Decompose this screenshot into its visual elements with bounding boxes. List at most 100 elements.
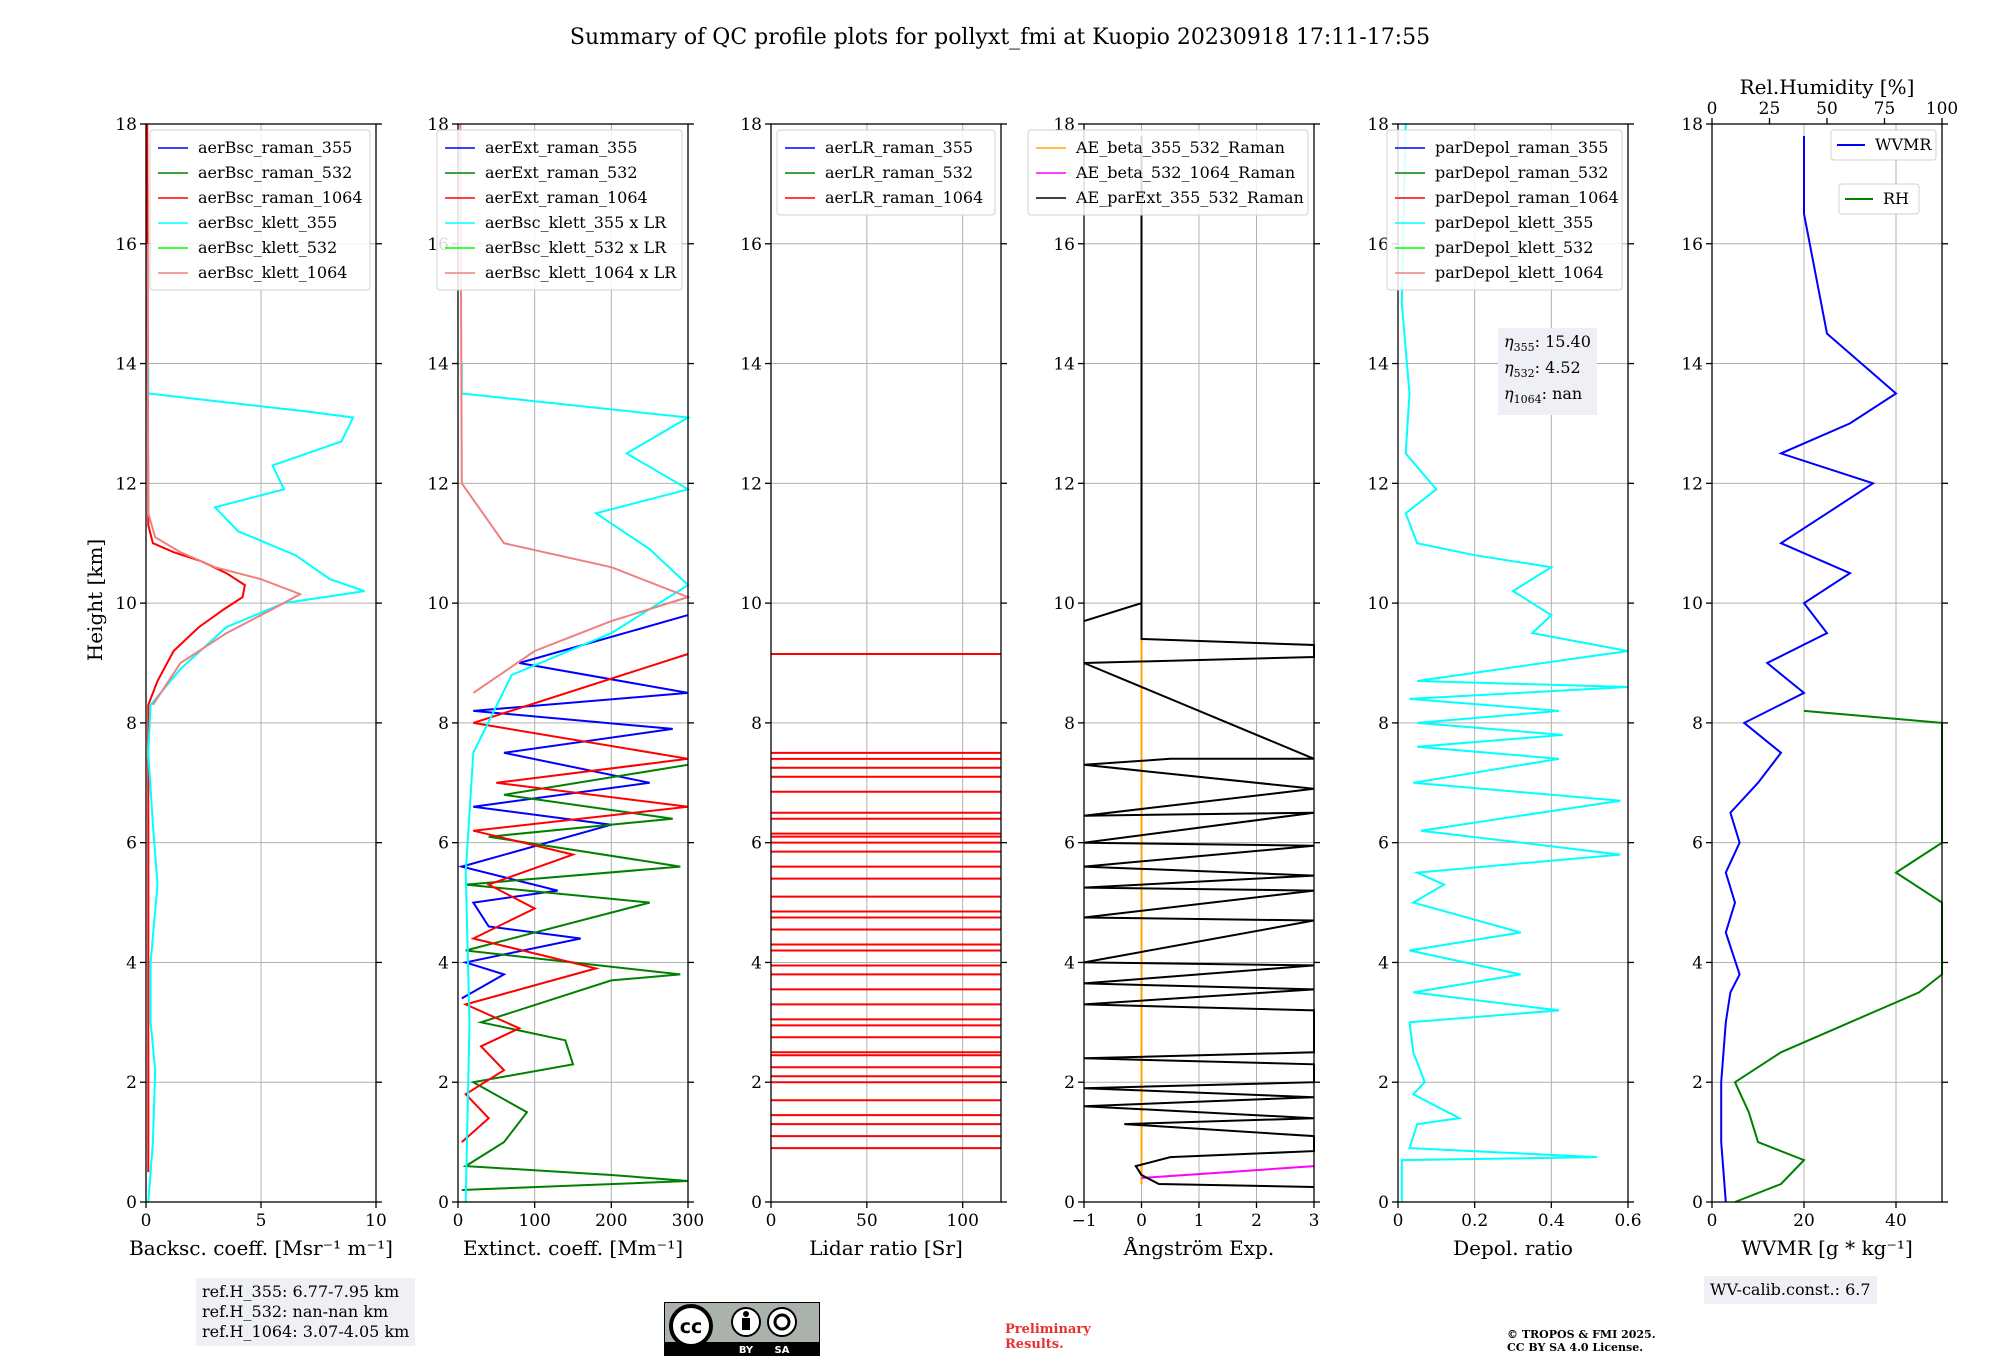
series-group [457,123,692,1203]
svg-text:cc: cc [680,1316,703,1338]
legend-label-aerLR_raman_355: aerLR_raman_355 [825,138,973,157]
y-tick-label: 12 [115,474,137,494]
y-tick-label: 18 [115,115,137,135]
y-tick-label: 0 [751,1193,762,1213]
figure-title: Summary of QC profile plots for pollyxt_… [570,25,1430,50]
x-tick-label: 5 [256,1211,267,1231]
y-tick-label: 6 [751,834,762,854]
legend-label-parDepol_klett_1064: parDepol_klett_1064 [1435,263,1604,282]
x-tick-label: 3 [1309,1211,1320,1231]
series-group [1083,136,1315,1188]
x2-tick-label: 25 [1759,99,1781,119]
y-tick-label: 10 [1053,594,1075,614]
panel-5: 0 2 4 6 8 10 12 14 16 18 0 0.2 0.4 0.6 Depol. ratio par… [1367,115,1641,1260]
x-tick-label: 0.4 [1538,1211,1565,1231]
cc-by-text: BY [739,1345,754,1356]
series-line-parDepol_klett_355 [1400,123,1629,1202]
series-line-RH [1733,709,1943,1203]
y-tick-label: 10 [427,594,449,614]
eta-1064: η1064: nan [1504,384,1583,407]
y-tick-label: 14 [1367,355,1389,375]
series-group [771,653,1001,1150]
x-tick-label: 0 [1707,1211,1718,1231]
y-tick-label: 16 [1681,235,1703,255]
legend-label-aerBsc_klett_1064 x LR: aerBsc_klett_1064 x LR [485,263,677,282]
y-tick-label: 8 [438,714,449,734]
legend-label-parDepol_klett_355: parDepol_klett_355 [1435,213,1593,232]
legend-label-aerBsc_klett_1064: aerBsc_klett_1064 [198,263,347,282]
legend-label-aerBsc_raman_1064: aerBsc_raman_1064 [198,188,363,207]
legend-label-aerLR_raman_1064: aerLR_raman_1064 [825,188,983,207]
y-tick-label: 10 [115,594,137,614]
y-tick-label: 0 [1692,1193,1703,1213]
y-tick-label: 0 [1064,1193,1075,1213]
x-tick-label: 100 [946,1211,978,1231]
eta-532: η532: 4.52 [1504,358,1581,381]
x-tick-label: −1 [1071,1211,1096,1231]
series-group [1720,136,1943,1203]
series-line-aerBsc_klett_1064 [146,243,303,706]
legend-box [1027,129,1309,216]
y-tick-label: 4 [1378,953,1389,973]
legend-label-aerExt_raman_1064: aerExt_raman_1064 [485,188,648,207]
copyright-note: © TROPOS & FMI 2025. CC BY SA 4.0 Licens… [1507,1328,1656,1354]
series-line-AE_beta_532_1064_Raman [1141,1165,1315,1179]
x2-axis-label: Rel.Humidity [%] [1740,75,1915,99]
series-line-aerBsc_klett_355 [147,363,365,1203]
series-line-aerExt_raman_355 [457,614,689,1000]
panel-1: 0 2 4 6 8 10 12 14 16 18 0 5 10 Backsc. coeff. [Msr⁻¹… [115,115,393,1260]
y-tick-label: 8 [1064,714,1075,734]
legend-label-aerExt_raman_532: aerExt_raman_532 [485,163,638,182]
y-tick-label: 4 [126,953,137,973]
y-tick-label: 10 [1681,594,1703,614]
x-tick-label: 300 [672,1211,704,1231]
x-tick-label: 0.6 [1614,1211,1641,1231]
legend-label-aerBsc_klett_355: aerBsc_klett_355 [198,213,337,232]
legend-label-RH: RH [1883,189,1909,208]
x-axis-label: Depol. ratio [1453,1236,1573,1260]
y-tick-label: 2 [1378,1073,1389,1093]
legend-label-parDepol_klett_532: parDepol_klett_532 [1435,238,1593,257]
series-group [1400,123,1629,1202]
series-line-aerBsc_klett_355 x LR [460,363,692,1203]
wv-calib-box: WV-calib.const.: 6.7 [1704,1276,1877,1304]
x-tick-label: 200 [595,1211,627,1231]
y-tick-label: 4 [1692,953,1703,973]
legend-box [1830,129,1937,161]
legend-label-aerLR_raman_532: aerLR_raman_532 [825,163,973,182]
legend-label-parDepol_raman_1064: parDepol_raman_1064 [1435,188,1619,207]
legend-label-AE_beta_355_532_Raman: AE_beta_355_532_Raman [1075,138,1285,157]
y-tick-label: 18 [1367,115,1389,135]
x-axis-label: Lidar ratio [Sr] [809,1236,963,1260]
y-tick-label: 8 [1378,714,1389,734]
y-tick-label: 4 [751,953,762,973]
x-axis-label: Ångström Exp. [1123,1235,1274,1260]
y-tick-label: 14 [1681,355,1703,375]
ref-h-355: ref.H_355: 6.77-7.95 km [202,1282,400,1301]
series-line-aerBsc_klett_1064 x LR [459,123,692,694]
x-axis-label: WVMR [g * kg⁻¹] [1741,1236,1913,1260]
x-axis-label: Extinct. coeff. [Mm⁻¹] [463,1236,683,1260]
series-line-aerExt_raman_1064 [461,653,689,1143]
y-tick-label: 16 [1053,235,1075,255]
y-axis-label: Height [km] [83,539,107,661]
legend-label-aerExt_raman_355: aerExt_raman_355 [485,138,638,157]
y-tick-label: 12 [740,474,762,494]
x-tick-label: 2 [1251,1211,1262,1231]
x-tick-label: 50 [856,1211,878,1231]
ref-h-1064: ref.H_1064: 3.07-4.05 km [202,1322,410,1341]
x-tick-label: 40 [1885,1211,1907,1231]
axes-frame [457,123,689,1203]
y-tick-label: 6 [1692,834,1703,854]
legend-label-aerBsc_raman_532: aerBsc_raman_532 [198,163,352,182]
x2-tick-label: 100 [1926,99,1958,119]
x-tick-label: 10 [365,1211,387,1231]
preliminary-note: Preliminary Results. [1005,1322,1091,1352]
y-tick-label: 18 [1681,115,1703,135]
series-line-AE_parExt_355_532_Raman [1083,136,1315,1188]
x-tick-label: 100 [518,1211,550,1231]
axes-frame [1711,123,1943,1203]
y-tick-label: 16 [740,235,762,255]
axes-frame [1397,123,1629,1203]
